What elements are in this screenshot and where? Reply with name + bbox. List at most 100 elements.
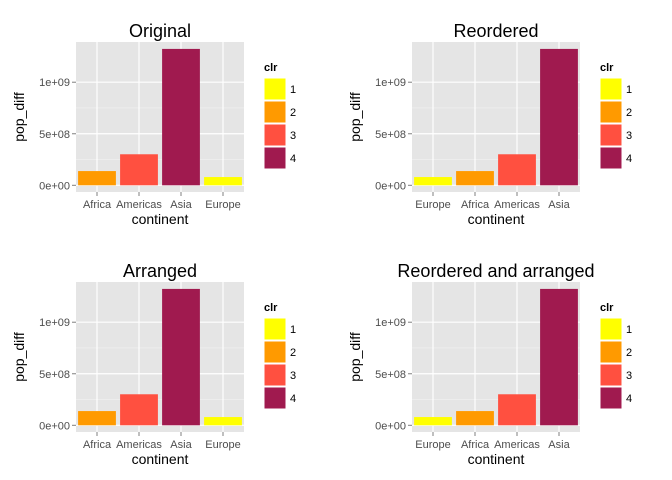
legend-title: clr [264, 62, 278, 74]
bar-europe [204, 177, 242, 186]
x-tick-label: Americas [494, 439, 540, 451]
chart-panel-3: Arranged 0e+00 5e+08 1e+09 Africa Americas Asi… [11, 261, 296, 467]
bar-europe [204, 417, 242, 426]
y-axis-title: pop_diff [11, 92, 27, 142]
x-tick-label: Africa [83, 199, 112, 211]
y-tick-label: 5e+08 [39, 369, 70, 381]
legend-key-4 [599, 146, 623, 170]
chart-title: Reordered [453, 21, 538, 41]
bar-africa [78, 171, 116, 186]
y-tick-label: 0e+00 [375, 180, 406, 192]
y-axis-title: pop_diff [347, 92, 363, 142]
legend-label: 3 [290, 370, 296, 382]
legend-title: clr [600, 302, 614, 314]
legend-label: 3 [290, 130, 296, 142]
y-tick-label: 0e+00 [39, 420, 70, 432]
chart-title: Original [129, 21, 191, 41]
x-tick-label: Africa [461, 199, 490, 211]
legend: clr 1 2 3 4 [263, 302, 296, 410]
legend-key-2 [599, 100, 623, 124]
x-tick-label: Americas [116, 439, 162, 451]
y-tick-label: 1e+09 [39, 77, 70, 89]
legend: clr 1 2 3 4 [599, 302, 632, 410]
chart-panel-4: Reordered and arranged 0e+00 5e+08 1e+09 Eur… [347, 261, 632, 467]
chart-title: Arranged [123, 261, 197, 281]
legend-label: 2 [290, 107, 296, 119]
x-axis-title: continent [468, 211, 525, 227]
bar-asia [162, 48, 200, 186]
legend-label: 4 [290, 393, 296, 405]
legend: clr 1 2 3 4 [599, 62, 632, 170]
legend-key-1 [599, 77, 623, 101]
bar-europe [414, 177, 452, 186]
bar-europe [414, 417, 452, 426]
legend-key-4 [263, 146, 287, 170]
legend-key-3 [263, 123, 287, 147]
x-tick-label: Europe [205, 439, 240, 451]
y-tick-label: 5e+08 [375, 129, 406, 141]
legend-key-2 [263, 340, 287, 364]
bar-africa [78, 411, 116, 426]
y-tick-label: 1e+09 [375, 77, 406, 89]
legend-key-4 [599, 386, 623, 410]
legend-key-3 [599, 363, 623, 387]
chart-panel-1: Original 0e+00 5e+08 1e+09 Africa Americas Asi… [11, 21, 296, 227]
x-tick-label: Europe [415, 439, 450, 451]
legend-label: 2 [290, 347, 296, 359]
y-tick-label: 1e+09 [39, 317, 70, 329]
legend-label: 4 [626, 393, 632, 405]
legend-title: clr [600, 62, 614, 74]
x-tick-label: Europe [415, 199, 450, 211]
legend-key-3 [263, 363, 287, 387]
bar-americas [120, 394, 158, 426]
y-tick-label: 0e+00 [39, 180, 70, 192]
legend-label: 4 [290, 153, 296, 165]
legend-label: 1 [290, 324, 296, 336]
x-tick-label: Africa [461, 439, 490, 451]
chart-panel-2: Reordered 0e+00 5e+08 1e+09 Europe Africa Amer… [347, 21, 632, 227]
bar-asia [540, 48, 578, 186]
x-tick-label: Europe [205, 199, 240, 211]
x-axis-title: continent [468, 451, 525, 467]
bar-africa [456, 411, 494, 426]
legend-key-1 [263, 77, 287, 101]
bar-americas [120, 154, 158, 186]
y-tick-label: 5e+08 [39, 129, 70, 141]
legend-label: 2 [626, 347, 632, 359]
legend-label: 2 [626, 107, 632, 119]
x-tick-label: Africa [83, 439, 112, 451]
chart-title: Reordered and arranged [397, 261, 594, 281]
x-tick-label: Asia [548, 439, 570, 451]
x-tick-label: Asia [170, 439, 192, 451]
legend-label: 3 [626, 370, 632, 382]
bar-americas [498, 154, 536, 186]
legend-label: 4 [626, 153, 632, 165]
bar-asia [162, 288, 200, 426]
legend-key-2 [599, 340, 623, 364]
legend-title: clr [264, 302, 278, 314]
legend-key-1 [263, 317, 287, 341]
y-axis-title: pop_diff [347, 332, 363, 382]
x-tick-label: Americas [116, 199, 162, 211]
y-axis-title: pop_diff [11, 332, 27, 382]
bar-asia [540, 288, 578, 426]
y-tick-label: 1e+09 [375, 317, 406, 329]
x-tick-label: Asia [170, 199, 192, 211]
x-axis-title: continent [132, 211, 189, 227]
legend: clr 1 2 3 4 [263, 62, 296, 170]
x-axis-title: continent [132, 451, 189, 467]
legend-key-2 [263, 100, 287, 124]
legend-label: 1 [626, 324, 632, 336]
plot-background [76, 282, 244, 432]
legend-label: 1 [290, 84, 296, 96]
legend-key-3 [599, 123, 623, 147]
legend-label: 1 [626, 84, 632, 96]
plot-background [76, 42, 244, 192]
x-tick-label: Americas [494, 199, 540, 211]
x-tick-label: Asia [548, 199, 570, 211]
legend-label: 3 [626, 130, 632, 142]
legend-key-4 [263, 386, 287, 410]
legend-key-1 [599, 317, 623, 341]
y-tick-label: 5e+08 [375, 369, 406, 381]
